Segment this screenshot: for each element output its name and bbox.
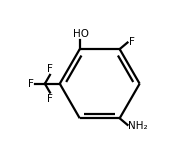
Text: F: F xyxy=(47,64,53,74)
Text: F: F xyxy=(129,37,135,47)
Text: F: F xyxy=(47,94,53,104)
Text: HO: HO xyxy=(73,29,89,39)
Text: F: F xyxy=(28,79,33,89)
Text: NH₂: NH₂ xyxy=(128,121,148,131)
